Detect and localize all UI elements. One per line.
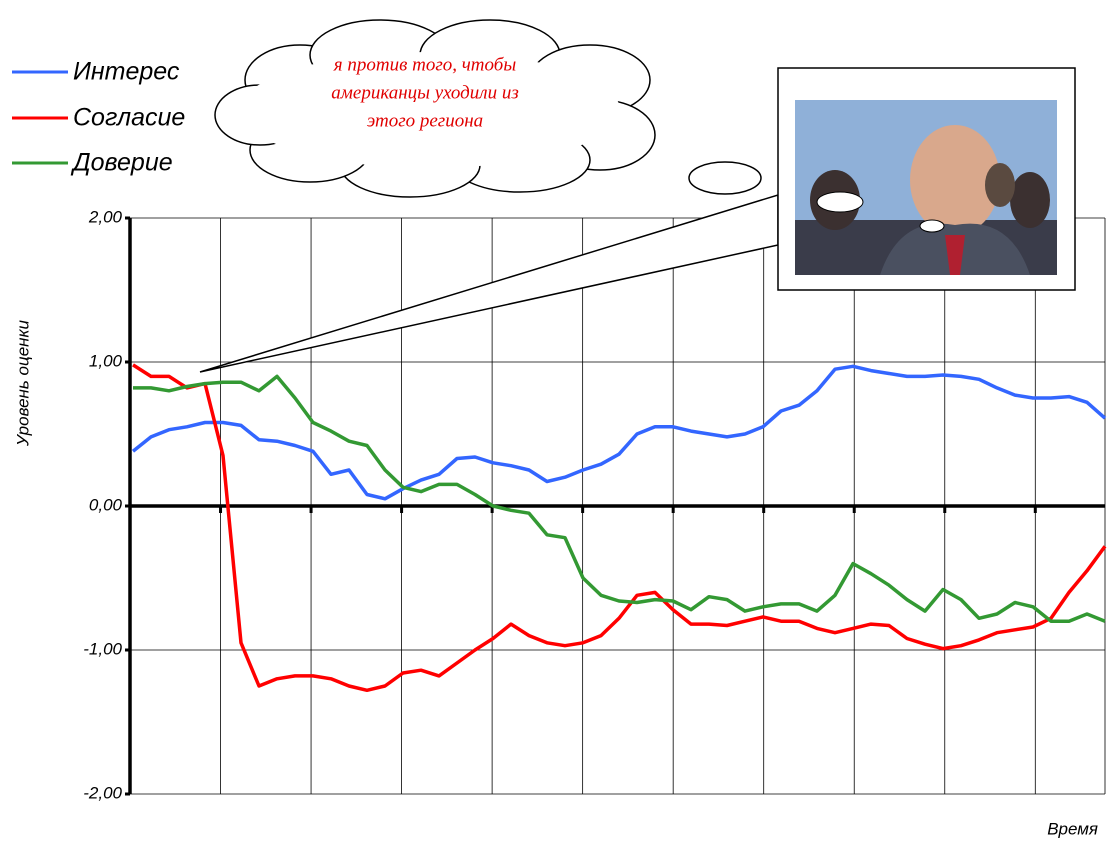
y-tick-label: -2,00 <box>83 783 122 802</box>
y-tick-label: -1,00 <box>83 639 122 658</box>
callout-pointer <box>199 193 779 373</box>
legend-label: Согласие <box>73 104 185 132</box>
legend: Интерес Согласие Доверие <box>12 58 185 177</box>
series-line <box>131 364 1107 501</box>
y-axis-label: Уровень оценки <box>13 319 32 447</box>
x-axis-label: Время <box>1047 819 1098 838</box>
legend-label: Доверие <box>70 149 173 177</box>
annotation: я против того, чтобы <box>333 54 517 75</box>
y-tick-label: 0,00 <box>89 495 123 514</box>
series-line <box>133 374 1106 623</box>
annotation: этого региона <box>367 110 483 131</box>
cloud <box>214 19 656 198</box>
series-line <box>132 363 1107 693</box>
y-tick-label: 2,00 <box>88 207 123 226</box>
legend-label: Интерес <box>73 58 180 86</box>
plot-area: -2,00 -1,00 0,00 1,00 2,00 <box>83 207 1107 802</box>
photo <box>795 100 1057 275</box>
annotation: американцы уходили из <box>331 82 518 103</box>
y-tick-label: 1,00 <box>89 351 123 370</box>
thought-bubble <box>688 161 762 195</box>
